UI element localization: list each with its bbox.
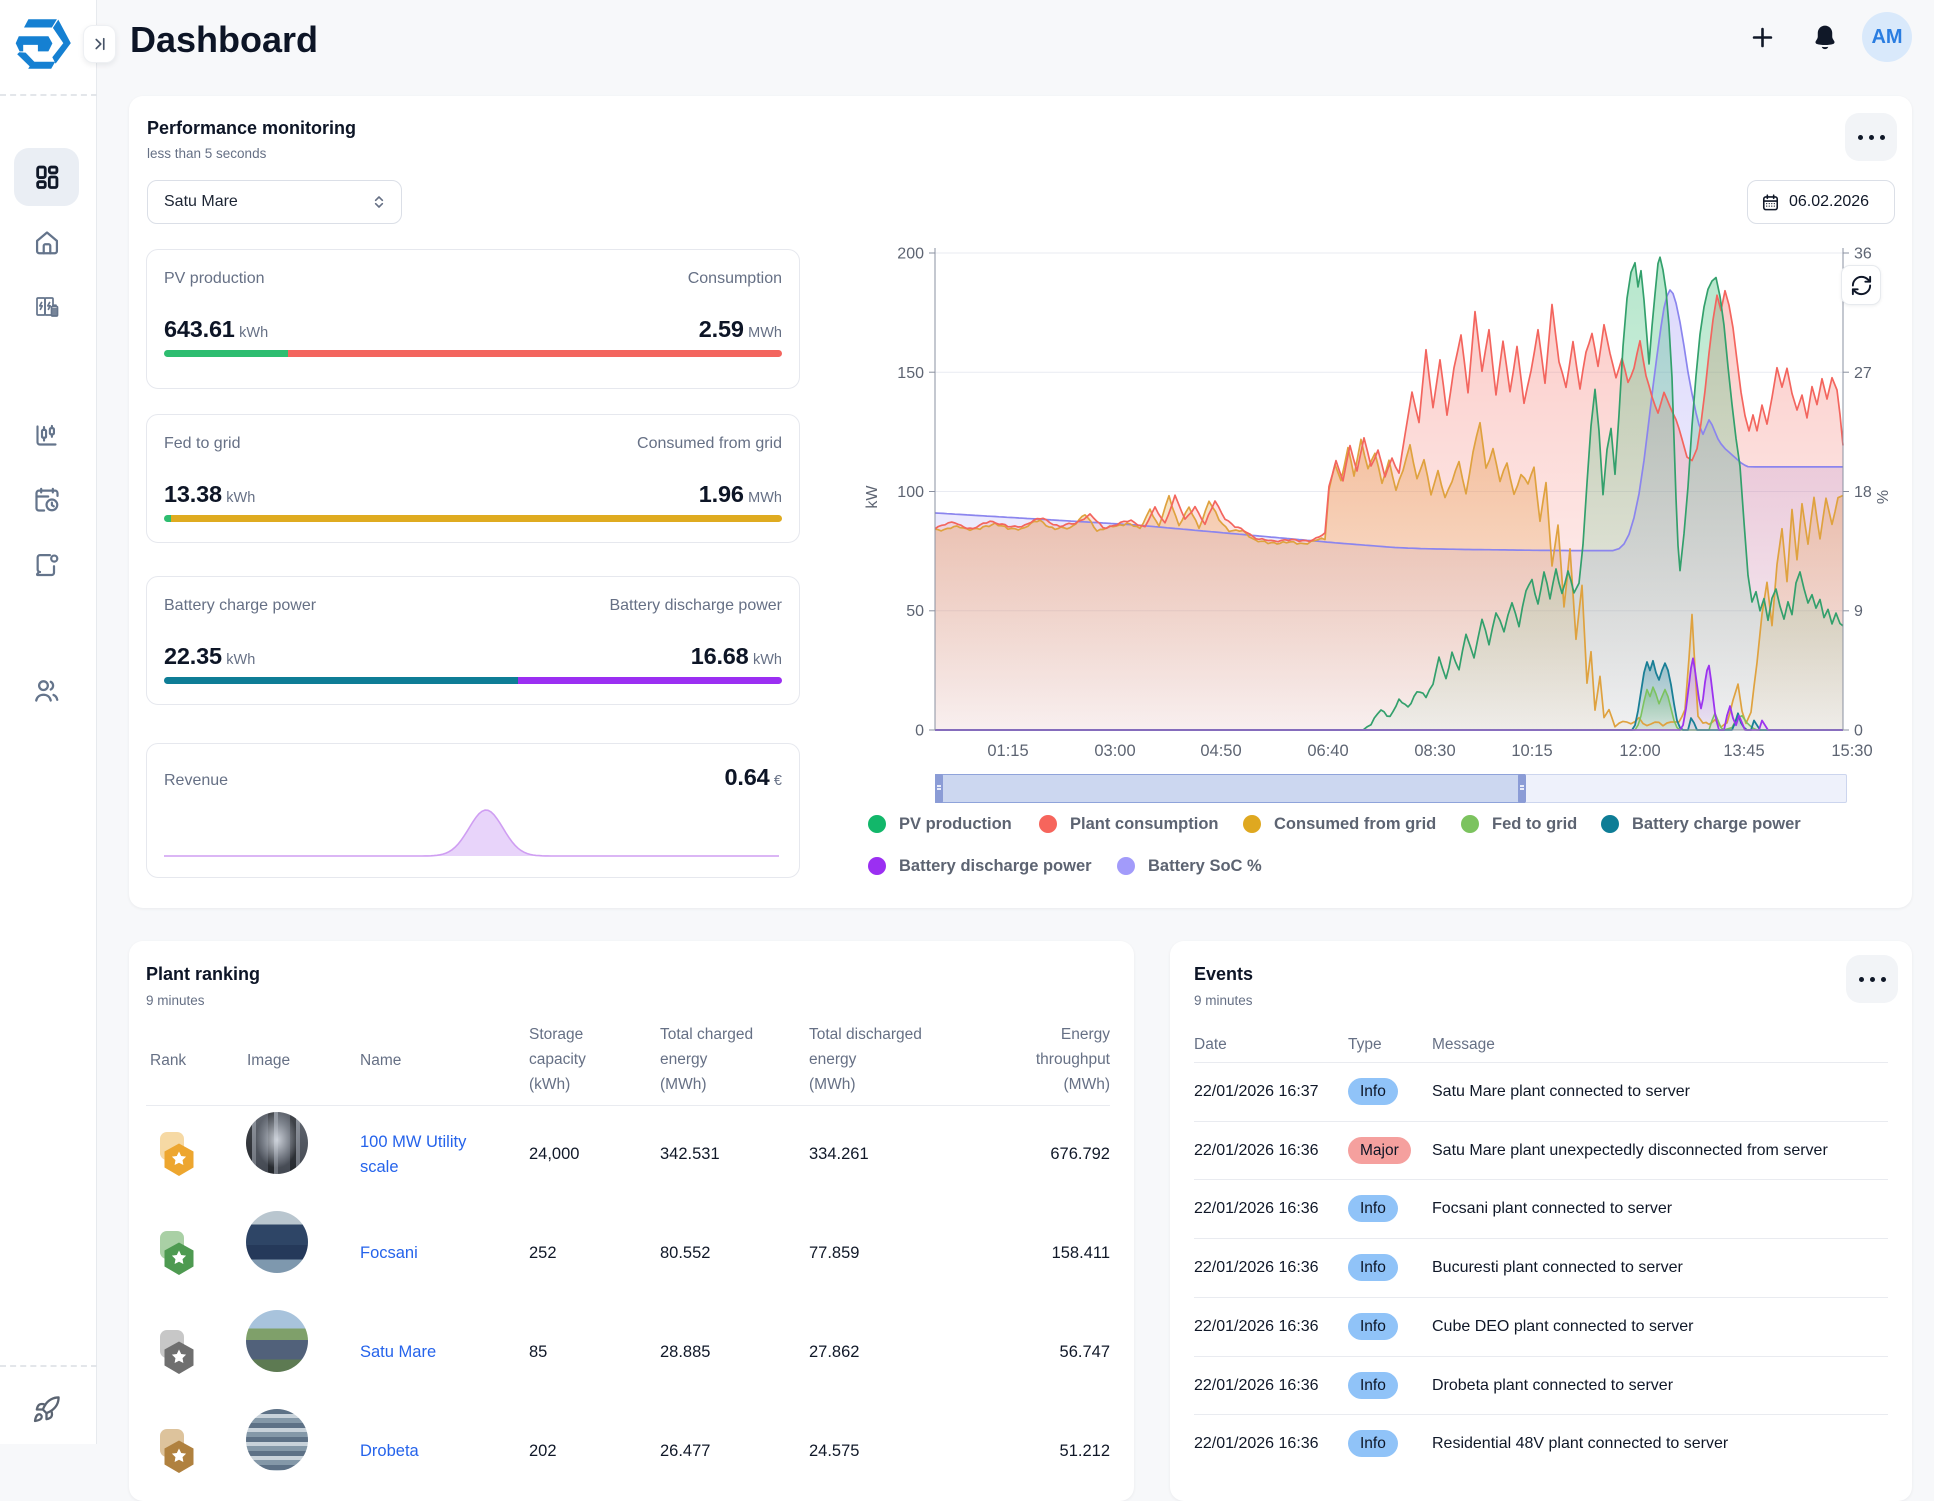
- svg-text:0: 0: [915, 723, 924, 740]
- svg-text:%: %: [1875, 490, 1892, 504]
- svg-text:06:40: 06:40: [1307, 742, 1348, 760]
- svg-text:0: 0: [1854, 723, 1863, 740]
- svg-text:36: 36: [1854, 246, 1872, 263]
- svg-text:03:00: 03:00: [1094, 742, 1135, 760]
- svg-text:04:50: 04:50: [1200, 742, 1241, 760]
- svg-text:13:45: 13:45: [1723, 742, 1764, 760]
- svg-text:10:15: 10:15: [1511, 742, 1552, 760]
- svg-text:50: 50: [906, 603, 924, 620]
- svg-text:9: 9: [1854, 603, 1863, 620]
- svg-text:kW: kW: [864, 485, 881, 509]
- svg-text:15:30: 15:30: [1831, 742, 1872, 760]
- svg-text:12:00: 12:00: [1619, 742, 1660, 760]
- svg-text:150: 150: [897, 365, 924, 382]
- svg-text:27: 27: [1854, 365, 1872, 382]
- svg-text:18: 18: [1854, 484, 1872, 501]
- svg-text:01:15: 01:15: [987, 742, 1028, 760]
- svg-text:08:30: 08:30: [1414, 742, 1455, 760]
- svg-text:100: 100: [897, 484, 924, 501]
- svg-text:200: 200: [897, 246, 924, 263]
